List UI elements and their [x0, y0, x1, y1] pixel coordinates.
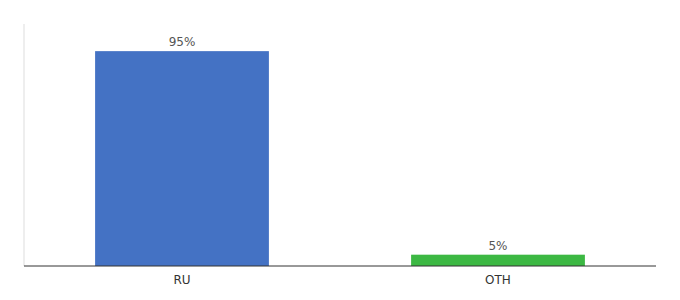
y-range-line — [24, 24, 25, 266]
bar — [411, 255, 585, 266]
data-label: 5% — [488, 239, 507, 253]
x-tick-label: OTH — [485, 273, 511, 287]
labels: 95% 5% RU OTH — [169, 35, 511, 287]
chart-container: 95% 5% RU OTH — [0, 0, 680, 300]
x-tick-label: RU — [173, 273, 190, 287]
data-label: 95% — [169, 35, 196, 49]
bars — [95, 51, 585, 266]
x-axis-line — [24, 266, 656, 267]
chart-svg: 95% 5% RU OTH — [0, 0, 680, 300]
plot-area — [24, 24, 656, 266]
bar — [95, 51, 269, 266]
